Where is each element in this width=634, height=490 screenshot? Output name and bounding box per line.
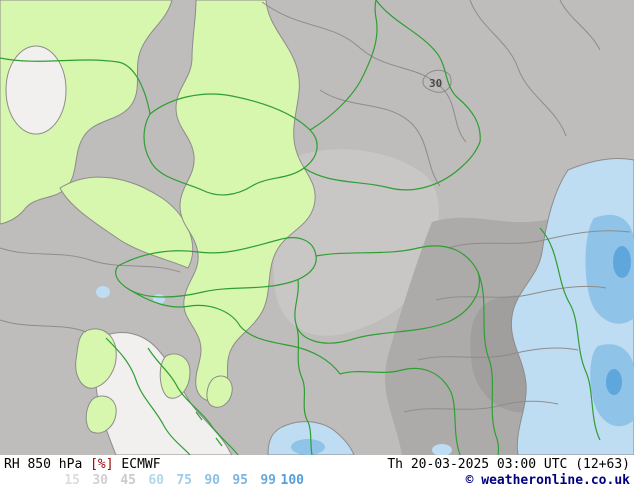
contour-value-label: 30 (429, 77, 442, 90)
unit-label: [%] (90, 457, 114, 472)
border-line (375, 0, 481, 143)
scale-tick-9: 100 (280, 473, 304, 488)
rh-region-green-coast-1 (75, 328, 117, 389)
contour-line (469, 0, 567, 137)
rh-region-blue-deep-spot-1 (613, 246, 631, 278)
border-line (309, 0, 378, 131)
border-croatia-north (129, 289, 341, 375)
border-island (215, 437, 223, 447)
contour-line (417, 347, 579, 361)
contour-lines (0, 0, 631, 413)
contour-line-label-ring (422, 69, 452, 93)
contour-line (261, 1, 467, 143)
map-canvas: 30 (0, 0, 634, 455)
rh-region-blue-spot-1 (96, 286, 110, 298)
legend-top-row: RH 850 hPa [%] ECMWF Th 20-03-2025 03:00… (4, 457, 630, 473)
contour-line (559, 0, 601, 51)
rh-region-blue-south-core (291, 439, 325, 455)
rh-region-green-central-band (175, 0, 316, 402)
legend-bottom-row: 15 30 45 60 75 90 95 99 100 © weatheronl… (4, 473, 630, 489)
border-austria (115, 237, 317, 298)
border-romania-west (477, 271, 500, 455)
scale-tick-2: 30 (92, 473, 108, 488)
scale-tick-1: 15 (64, 473, 80, 488)
border-croatia-coast (147, 347, 239, 455)
contour-line (0, 319, 87, 333)
parameter-group: RH 850 hPa [%] ECMWF (4, 457, 161, 473)
datetime-label: Th 20-03-2025 03:00 UTC (12+63) (387, 457, 630, 472)
scale-tick-7: 95 (232, 473, 248, 488)
contour-line (435, 285, 607, 301)
scale-tick-3: 45 (120, 473, 136, 488)
rh-region-green-strip (59, 176, 194, 269)
color-scale-legend: 15 30 45 60 75 90 95 99 100 (4, 473, 304, 489)
border-line (0, 57, 151, 115)
parameter-label: RH 850 hPa (4, 457, 83, 472)
scale-tick-4: 60 (148, 473, 164, 488)
copyright-label: © weatheronline.co.uk (465, 473, 630, 488)
contour-line (447, 230, 631, 249)
weather-map-svg: 30 (0, 0, 634, 455)
rh-region-green-coast-2 (85, 395, 117, 434)
border-serbia (339, 367, 461, 455)
scale-tick-5: 75 (176, 473, 192, 488)
rh-region-white-northwest (5, 45, 67, 135)
country-borders (0, 0, 601, 455)
rh-region-blue-spot-3 (432, 444, 452, 455)
rh-region-blue-east-core-1 (585, 214, 634, 324)
rh-region-green-coast-3 (159, 353, 191, 399)
border-slovakia (303, 141, 481, 191)
border-island (195, 411, 203, 421)
model-label: ECMWF (121, 457, 161, 472)
rh-region-blue-deep-spot-2 (606, 369, 622, 395)
border-italy-coast (105, 337, 191, 455)
border-czech (143, 93, 318, 196)
border-bosnia (295, 323, 313, 455)
contour-line (0, 247, 181, 273)
legend-bar: RH 850 hPa [%] ECMWF Th 20-03-2025 03:00… (0, 455, 634, 490)
contour-line (403, 400, 559, 413)
rh-region-green-coast-4 (206, 375, 233, 408)
border-line-east (539, 227, 601, 441)
scale-tick-6: 90 (204, 473, 220, 488)
scale-tick-8: 99 (260, 473, 276, 488)
